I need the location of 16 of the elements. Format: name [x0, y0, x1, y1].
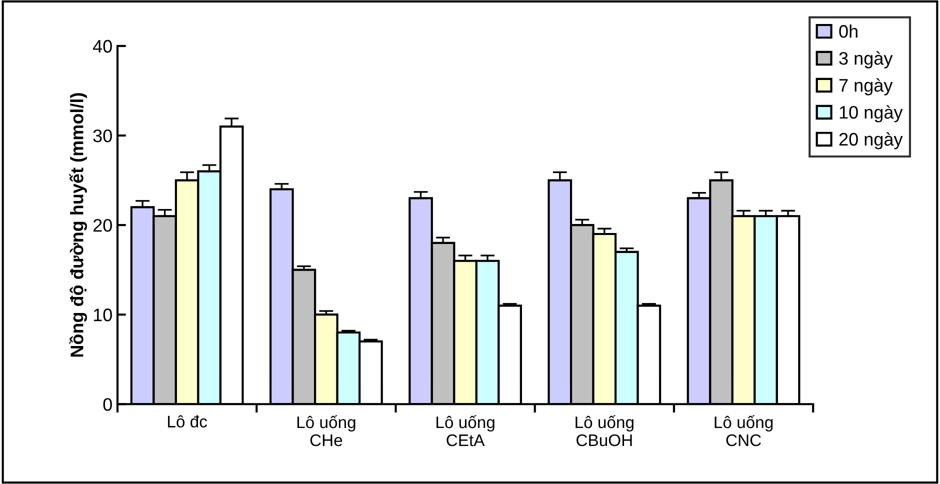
legend-label: 7 ngày [839, 78, 893, 96]
legend-label: 20 ngày [839, 132, 903, 150]
x-tick-label: Lô uống CNC [714, 415, 773, 446]
legend-label: 0h [839, 24, 858, 38]
y-tick-label: 10 [94, 308, 112, 322]
x-tick-label: Lô uống CEtA [436, 415, 494, 446]
y-tick-label: 0 [103, 398, 112, 411]
legend-label: 10 ngày [840, 105, 903, 122]
y-tick-label: 20 [93, 218, 112, 232]
legend-label: 3 ngày [839, 51, 893, 68]
y-axis-title: Nồng độ đường huyết (mmol/l) [69, 93, 87, 357]
y-tick-label: 40 [92, 40, 112, 53]
x-tick-label: Lô uống CBuOH [576, 415, 634, 446]
x-tick-label: Lô đc [168, 415, 208, 428]
x-tick-label: Lô uống CHe [297, 415, 356, 446]
y-tick-label: 30 [93, 129, 112, 142]
